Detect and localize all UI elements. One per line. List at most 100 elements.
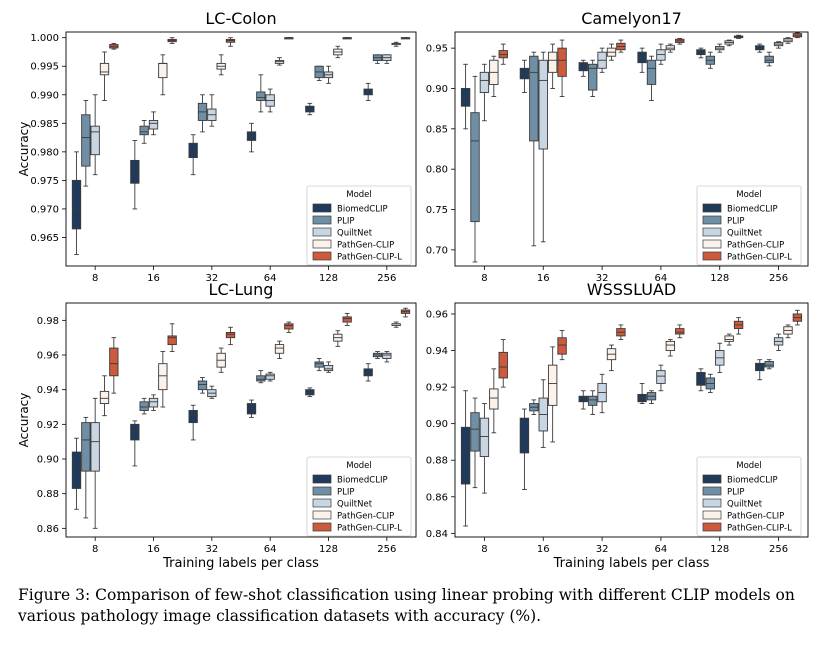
- legend-label-pathgen-clip-l: PathGen-CLIP-L: [727, 253, 792, 263]
- legend-swatch-biomedclip: [312, 474, 332, 484]
- box-pathgen-clip-l-8: [498, 339, 508, 388]
- box-pathgen-clip-l-8: [109, 337, 119, 394]
- box-plip-32: [197, 377, 208, 394]
- x-tick-label: 256: [769, 273, 788, 284]
- legend-label-biomedclip: BiomedCLIP: [727, 205, 778, 215]
- legend-swatch-pathgen-clip: [312, 239, 332, 249]
- legend-box: [306, 185, 412, 266]
- legend-title: Model: [346, 190, 372, 200]
- box-pathgen-clip-32: [216, 54, 226, 76]
- box-pathgen-clip-32: [606, 43, 617, 61]
- box-pathgen-clip-l-256: [792, 32, 803, 39]
- box-plip-8: [81, 416, 91, 519]
- box-pathgen-clip-128: [724, 333, 734, 346]
- box-pathgen-clip-l-8: [498, 43, 508, 65]
- x-tick-label: 8: [481, 273, 487, 284]
- box-iqr: [323, 364, 334, 372]
- box-iqr: [675, 328, 685, 335]
- box-quiltnet-8: [479, 63, 490, 122]
- legend-swatch-plip: [702, 486, 722, 496]
- box-pathgen-clip-l-32: [225, 326, 236, 346]
- y-tick-label: 0.90: [37, 455, 59, 466]
- plot-frame: [65, 31, 417, 267]
- box-plip-16: [139, 397, 149, 415]
- y-tick-label: 0.970: [30, 204, 59, 215]
- box-iqr: [225, 332, 236, 339]
- legend-swatch-pathgen-clip-l: [312, 251, 332, 261]
- legend-label-pathgen-clip-l: PathGen-CLIP-L: [727, 524, 792, 534]
- box-pathgen-clip-8: [99, 51, 110, 101]
- box-iqr: [284, 323, 294, 330]
- box-plip-8: [470, 397, 480, 489]
- legend: Model BiomedCLIP PLIP QuiltNet PathGen-CLIP P…: [306, 456, 412, 537]
- y-tick-label: 0.92: [37, 420, 59, 431]
- box-pathgen-clip-l-256: [400, 307, 411, 318]
- x-axis-label: Training labels per class: [553, 556, 710, 571]
- box-quiltnet-32: [597, 373, 607, 414]
- legend-box: [306, 456, 412, 537]
- box-pathgen-clip-l-128: [733, 34, 744, 39]
- box-iqr: [109, 347, 119, 377]
- legend-label-pathgen-clip: PathGen-CLIP: [727, 241, 784, 251]
- box-iqr: [130, 423, 140, 441]
- legend-label-pathgen-clip: PathGen-CLIP: [337, 512, 394, 522]
- box-iqr: [578, 395, 588, 403]
- box-biomedclip-128: [696, 47, 706, 59]
- box-pathgen-clip-128: [333, 45, 343, 59]
- box-iqr: [646, 59, 657, 85]
- x-tick-label: 32: [205, 273, 218, 284]
- box-iqr: [489, 388, 499, 410]
- y-tick-label: 0.88: [37, 489, 59, 500]
- x-tick-label: 32: [596, 273, 609, 284]
- legend-swatch-pathgen-clip: [312, 510, 332, 520]
- x-tick-label: 128: [319, 273, 338, 284]
- box-pathgen-clip-l-128: [342, 312, 352, 326]
- y-axis-label: Accuracy: [17, 122, 31, 177]
- box-pathgen-clip-l-32: [225, 37, 236, 47]
- y-tick-label: 0.84: [426, 529, 448, 540]
- box-iqr: [139, 401, 149, 411]
- box-iqr: [696, 372, 706, 386]
- box-quiltnet-128: [323, 65, 334, 84]
- box-pathgen-clip-l-32: [616, 39, 626, 53]
- y-tick-label: 0.96: [37, 351, 59, 362]
- box-quiltnet-128: [715, 342, 725, 373]
- x-tick-label: 128: [710, 544, 729, 555]
- box-iqr: [479, 417, 490, 458]
- y-tick-label: 0.80: [426, 165, 448, 176]
- box-iqr: [460, 426, 471, 485]
- box-pathgen-clip-l-16: [557, 329, 567, 361]
- y-tick-label: 0.70: [426, 245, 448, 256]
- box-pathgen-clip-l-128: [342, 37, 352, 40]
- box-biomedclip-32: [578, 390, 588, 410]
- box-quiltnet-32: [207, 94, 217, 127]
- box-quiltnet-256: [773, 333, 784, 351]
- box-pathgen-clip-128: [724, 39, 734, 47]
- box-pathgen-clip-l-64: [675, 324, 685, 339]
- box-iqr: [479, 71, 490, 93]
- box-pathgen-clip-64: [274, 57, 285, 66]
- legend: Model BiomedCLIP PLIP QuiltNet PathGen-CLIP P…: [696, 185, 802, 266]
- box-quiltnet-16: [148, 111, 159, 136]
- box-iqr: [547, 51, 558, 73]
- box-iqr: [197, 380, 208, 391]
- box-pathgen-clip-l-8: [109, 42, 119, 50]
- y-axis-label: Accuracy: [17, 393, 31, 448]
- legend-title: Model: [736, 461, 762, 471]
- box-quiltnet-8: [90, 94, 100, 176]
- legend-swatch-plip: [312, 486, 332, 496]
- box-iqr: [265, 373, 275, 380]
- y-tick-label: 0.995: [30, 62, 59, 73]
- box-quiltnet-256: [382, 351, 392, 363]
- box-iqr: [148, 397, 159, 408]
- y-tick-label: 0.85: [426, 124, 448, 135]
- box-biomedclip-128: [305, 102, 315, 116]
- box-biomedclip-16: [130, 139, 140, 210]
- legend-swatch-plip: [702, 215, 722, 225]
- y-tick-label: 0.86: [37, 524, 59, 535]
- box-biomedclip-16: [519, 59, 530, 93]
- box-biomedclip-32: [188, 404, 198, 441]
- y-tick-label: 0.94: [37, 385, 59, 396]
- box-pathgen-clip-l-256: [400, 37, 411, 40]
- box-iqr: [81, 114, 91, 167]
